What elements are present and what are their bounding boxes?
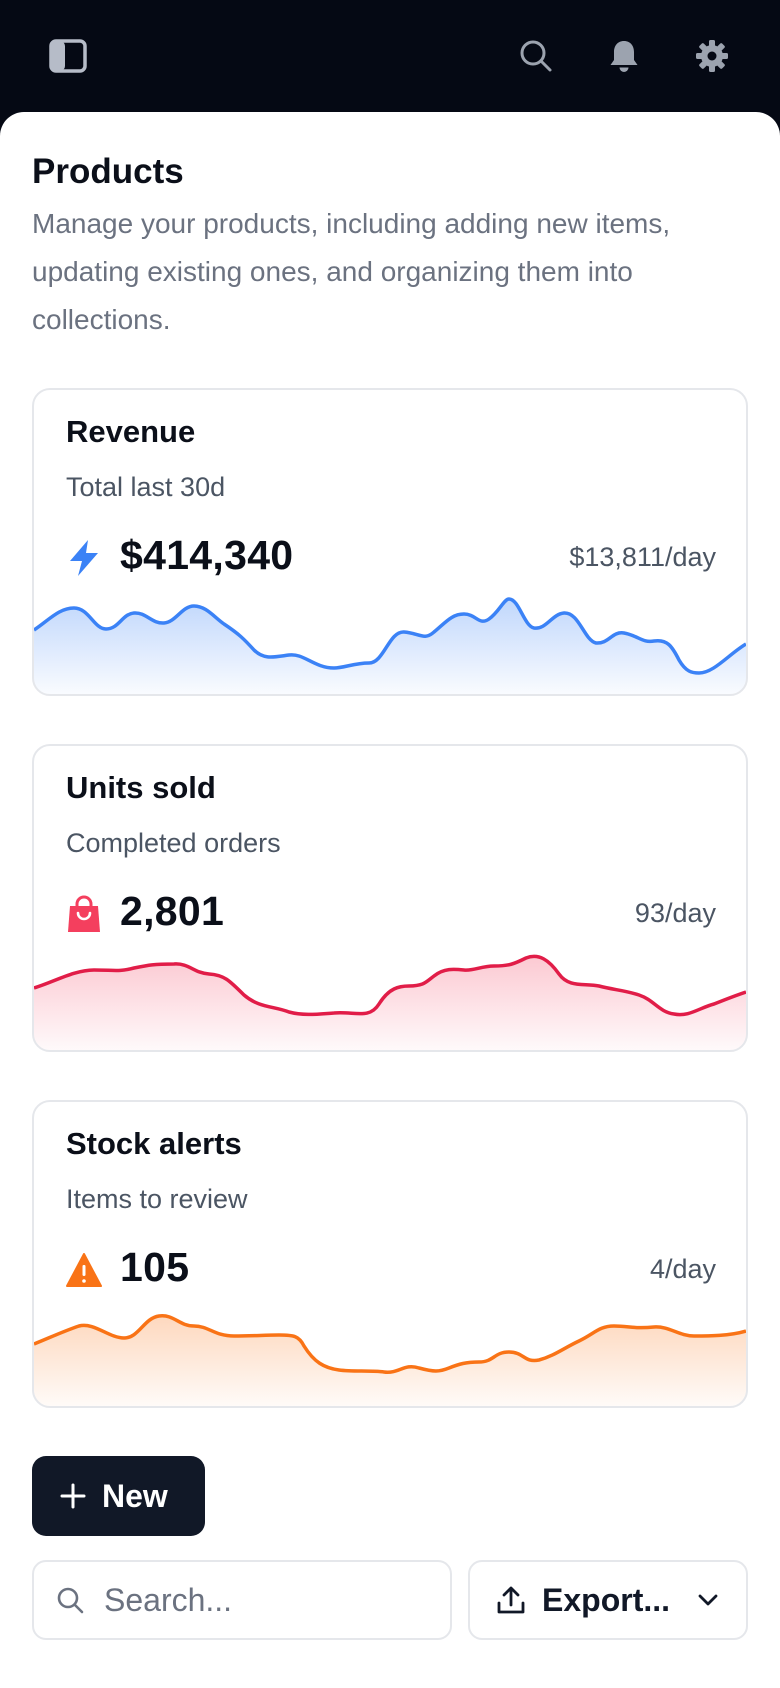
search-input[interactable] [104,1581,424,1619]
sidebar-toggle-icon [49,39,87,73]
new-button-label: New [102,1477,168,1514]
warning-icon [66,1253,102,1287]
units-sold-rate: 93/day [634,898,716,928]
units-sold-area [34,956,746,1050]
card-title: Units sold [66,770,216,805]
units-sold-card[interactable]: Units sold Completed orders 2,801 93/day [32,744,748,1052]
upload-icon [497,1586,525,1614]
units-sold-value: 2,801 [120,888,225,934]
plus-icon [60,1483,86,1509]
search-icon [57,1587,84,1614]
stock-alerts-rate: 4/day [649,1254,716,1284]
revenue-value: $414,340 [120,532,294,578]
stock-alerts-line [34,1314,746,1374]
export-button[interactable]: Export... [468,1560,748,1640]
export-button-label: Export... [542,1581,671,1618]
revenue-line [34,597,746,675]
settings-button[interactable] [684,28,740,84]
page-title: Products [32,152,184,191]
revenue-card[interactable]: Revenue Total last 30d $414,340 $13,811/… [32,388,748,696]
card-subtitle: Items to review [66,1184,248,1214]
bell-icon [610,41,638,72]
stock-alerts-area [34,1315,746,1406]
stock-alerts-card[interactable]: Stock alerts Items to review 105 4/day [32,1100,748,1408]
shopping-bag-icon [68,895,100,932]
gear-icon [696,40,728,72]
chevron-down-icon [698,1594,718,1606]
notifications-button[interactable] [596,28,652,84]
revenue-area [34,599,746,694]
card-subtitle: Total last 30d [66,472,226,502]
search-button[interactable] [508,28,564,84]
units-sold-line [34,954,746,1017]
units-sold-sparkline [34,954,746,1050]
bolt-icon [70,540,98,576]
stock-alerts-value: 105 [120,1244,190,1290]
sidebar-toggle-button[interactable] [40,28,96,84]
search-field[interactable] [32,1560,452,1640]
card-subtitle: Completed orders [66,828,281,858]
content-panel: Products Manage your products, including… [0,112,780,1688]
top-bar [0,0,780,112]
revenue-sparkline [34,597,746,694]
page-description: Manage your products, including adding n… [32,208,671,335]
card-title: Stock alerts [66,1126,242,1161]
revenue-rate: $13,811/day [569,542,716,572]
card-title: Revenue [66,414,196,449]
stock-alerts-sparkline [34,1314,746,1406]
search-icon [520,40,552,72]
new-button[interactable]: New [32,1456,205,1536]
